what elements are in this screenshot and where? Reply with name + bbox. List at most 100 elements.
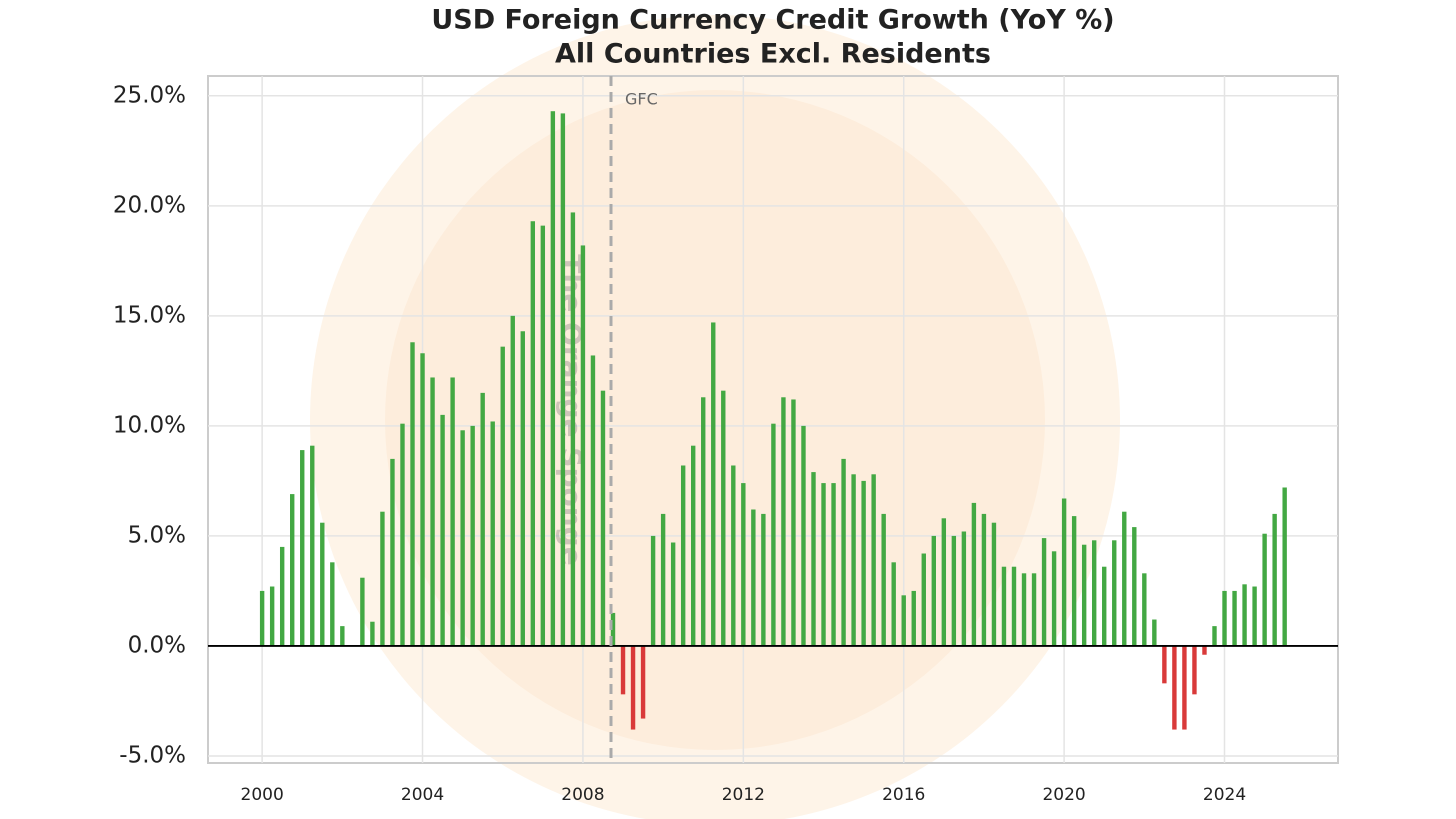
y-tick-label: 10.0% (113, 412, 186, 438)
bar (500, 346, 505, 646)
x-tick-label: 2000 (241, 785, 284, 805)
bar (1172, 645, 1177, 730)
bar (380, 511, 385, 646)
bar (460, 430, 465, 646)
bar (580, 245, 586, 646)
bar (450, 377, 455, 646)
bar (991, 522, 997, 646)
bar (961, 531, 967, 646)
bar (400, 423, 405, 646)
bar (781, 397, 786, 646)
bar (901, 595, 906, 646)
bar (1212, 626, 1217, 646)
bar (259, 590, 265, 646)
event-label: GFC (625, 90, 658, 109)
bar (600, 390, 606, 646)
bar (1112, 540, 1117, 646)
y-tick-label: 15.0% (113, 302, 186, 328)
bar (1152, 619, 1157, 646)
bar (560, 113, 566, 646)
bar (1122, 511, 1127, 646)
bar (1262, 533, 1267, 646)
bar (1011, 566, 1017, 646)
bar (1272, 513, 1277, 646)
bar (550, 111, 556, 646)
x-tick-label: 2008 (561, 785, 604, 805)
bar (420, 353, 425, 646)
bar (330, 562, 335, 646)
bar (640, 645, 646, 719)
bar (290, 494, 295, 646)
bar (761, 513, 766, 646)
chart-subtitle: All Countries Excl. Residents (555, 39, 991, 70)
bar (791, 399, 796, 646)
bar (630, 645, 636, 730)
bar (300, 450, 305, 646)
bar (1142, 573, 1147, 646)
bar (410, 342, 415, 646)
bar (1162, 645, 1167, 684)
bar (1102, 566, 1107, 646)
y-tick-label: 5.0% (128, 522, 186, 548)
bar (1282, 487, 1287, 646)
bar (1202, 645, 1207, 655)
x-tick-label: 2016 (882, 785, 925, 805)
bar (711, 322, 716, 646)
bar (650, 535, 656, 646)
bar (660, 513, 666, 646)
bar (620, 645, 626, 695)
bar (540, 225, 546, 646)
bar (831, 483, 836, 646)
x-tick-label: 2012 (722, 785, 765, 805)
bar (269, 586, 275, 646)
y-tick-label: -5.0% (119, 742, 186, 768)
bar (1051, 551, 1057, 646)
bar (430, 377, 435, 646)
bar (701, 397, 706, 646)
bar (480, 392, 485, 646)
chart-title: USD Foreign Currency Credit Growth (YoY … (431, 5, 1114, 36)
bar (921, 553, 926, 646)
bar (360, 577, 365, 646)
bar (811, 472, 816, 646)
bar (440, 414, 445, 646)
bar (691, 445, 696, 646)
x-tick-label: 2004 (401, 785, 444, 805)
bar (841, 458, 846, 646)
bar (771, 423, 776, 646)
bar (279, 546, 285, 646)
bar (470, 425, 475, 646)
bar (1232, 590, 1237, 646)
bar (530, 221, 536, 646)
bar (891, 562, 896, 646)
x-tick-label: 2024 (1203, 785, 1246, 805)
bar (741, 483, 746, 646)
bar (520, 331, 525, 646)
bar (1242, 584, 1247, 646)
bar (680, 465, 686, 646)
bar (1031, 573, 1037, 646)
bar (1041, 538, 1047, 646)
bar (931, 535, 936, 646)
bar (861, 480, 866, 646)
bar (510, 315, 515, 646)
bar (340, 626, 345, 646)
bar (310, 445, 315, 646)
plot-area (207, 75, 1339, 764)
bar (881, 513, 886, 646)
bar (1252, 586, 1257, 646)
bar (731, 465, 736, 646)
bar (570, 212, 576, 646)
bar (1081, 544, 1087, 646)
bar (320, 522, 325, 646)
bar (370, 621, 375, 646)
bar (1192, 645, 1197, 695)
bar (590, 355, 596, 646)
bar (1222, 590, 1227, 646)
bar (1071, 516, 1077, 646)
y-tick-label: 25.0% (113, 82, 186, 108)
bar (1061, 498, 1067, 646)
bar (911, 590, 916, 646)
bar (941, 518, 947, 646)
bar (670, 542, 676, 646)
